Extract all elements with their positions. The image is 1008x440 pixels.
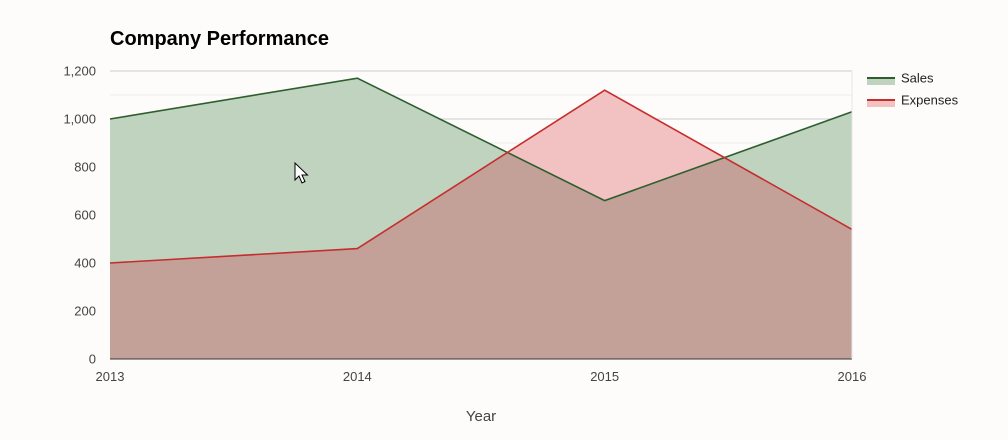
x-tick-label: 2015 <box>590 369 619 384</box>
legend-item-sales[interactable]: Sales <box>867 71 934 86</box>
data-point-expenses[interactable] <box>355 247 359 251</box>
x-tick-label: 2016 <box>838 369 867 384</box>
y-tick-label: 1,000 <box>63 112 96 127</box>
area-series[interactable] <box>110 78 852 359</box>
chart-title: Company Performance <box>110 28 329 50</box>
y-tick-label: 0 <box>89 352 96 367</box>
legend-label: Sales <box>901 71 934 86</box>
axes: 0 200 400 600 800 1,000 1,200 2013 2014 2015 2016 <box>63 64 866 385</box>
area-overlap <box>110 152 852 359</box>
legend-label: Expenses <box>901 93 959 108</box>
x-tick-label: 2014 <box>343 369 372 384</box>
line-expenses[interactable] <box>109 89 853 264</box>
x-tick-label: 2013 <box>96 369 125 384</box>
legend-swatch <box>867 99 895 107</box>
legend[interactable]: Sales Expenses <box>867 71 959 108</box>
data-point-expenses[interactable] <box>108 261 112 265</box>
y-tick-label: 1,200 <box>63 64 96 79</box>
legend-swatch <box>867 77 895 85</box>
data-point-sales[interactable] <box>108 117 112 121</box>
x-axis-label: Year <box>466 408 496 425</box>
legend-item-expenses[interactable]: Expenses <box>867 93 959 108</box>
data-point-sales[interactable] <box>603 199 607 203</box>
line-sales[interactable] <box>109 77 853 202</box>
y-tick-label: 600 <box>74 208 96 223</box>
mouse-cursor-icon <box>294 161 309 184</box>
y-tick-label: 200 <box>74 304 96 319</box>
series-lines[interactable] <box>108 76 854 265</box>
data-point-expenses[interactable] <box>603 88 607 92</box>
data-point-sales[interactable] <box>355 76 359 80</box>
y-tick-label: 800 <box>74 160 96 175</box>
y-tick-label: 400 <box>74 256 96 271</box>
